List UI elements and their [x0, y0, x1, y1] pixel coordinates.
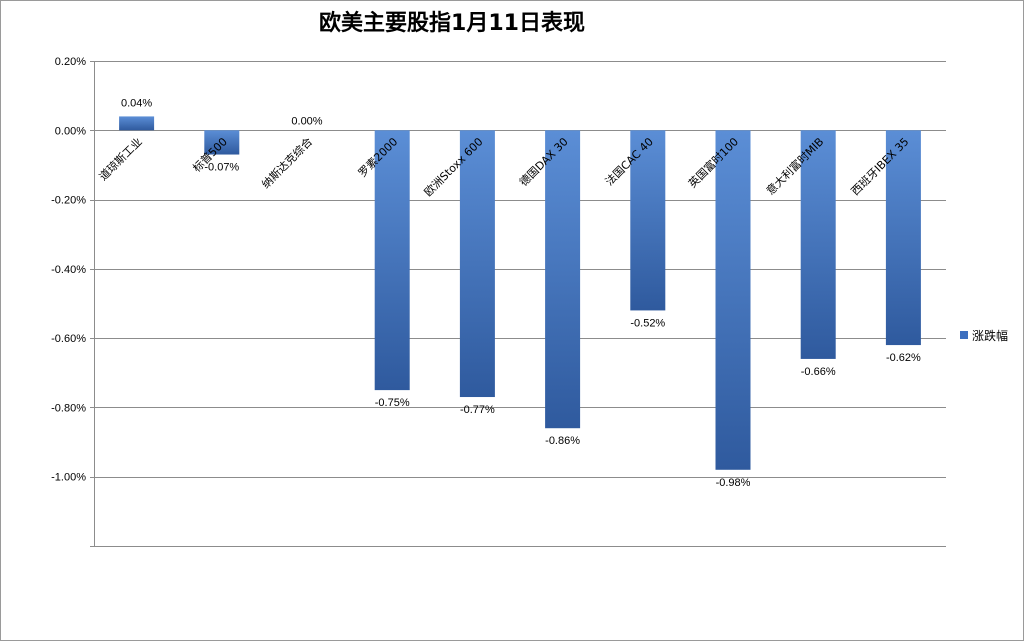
bar: [545, 130, 581, 429]
legend-swatch: [960, 331, 968, 339]
y-tick-label: -0.20%: [51, 195, 86, 207]
legend-label: 涨跌幅: [972, 328, 1008, 343]
y-tick-labels: 0.20% 0.00% -0.20% -0.40% -0.60% -0.80% -1.00%: [51, 56, 86, 484]
data-label: 0.00%: [291, 115, 322, 127]
bar: [374, 130, 410, 391]
category-label: 道琼斯工业: [96, 135, 145, 184]
data-label: -0.07%: [204, 162, 239, 174]
y-tick-label: -0.40%: [51, 264, 86, 276]
data-label: -0.75%: [375, 397, 410, 409]
bar: [630, 130, 666, 311]
bar: [204, 130, 240, 155]
category-label: 纳斯达克综合: [259, 135, 316, 192]
axes: [90, 61, 95, 547]
y-tick-label: 0.20%: [55, 56, 86, 68]
data-label: -0.66%: [801, 366, 836, 378]
y-tick-label: -1.00%: [51, 472, 86, 484]
bar: [459, 130, 495, 398]
bars: [119, 116, 921, 470]
y-tick-label: 0.00%: [55, 125, 86, 137]
data-label: -0.86%: [545, 435, 580, 447]
data-label: -0.62%: [886, 352, 921, 364]
legend: 涨跌幅: [960, 328, 1008, 343]
data-label: -0.77%: [460, 404, 495, 416]
bar: [119, 116, 155, 131]
data-label: -0.52%: [630, 317, 665, 329]
bar: [715, 130, 751, 470]
bar: [800, 130, 836, 359]
data-label: 0.04%: [121, 97, 152, 109]
data-labels: 0.04% -0.07% 0.00% -0.75% -0.77% -0.86% -0.52%…: [121, 97, 921, 488]
chart-title: 欧美主要股指1月11日表现: [319, 10, 585, 36]
bar: [885, 130, 921, 346]
data-label: -0.98%: [716, 477, 751, 489]
y-tick-label: -0.80%: [51, 402, 86, 414]
y-tick-label: -0.60%: [51, 333, 86, 345]
